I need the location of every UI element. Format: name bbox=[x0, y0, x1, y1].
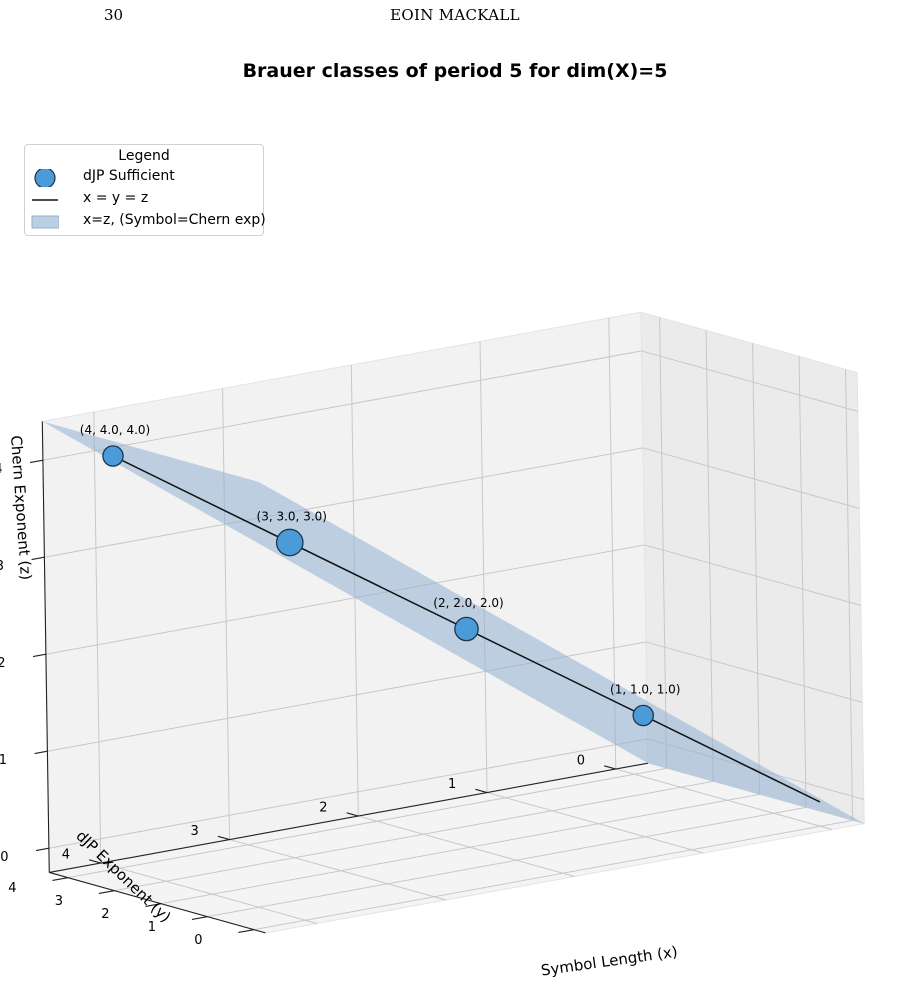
gridline bbox=[642, 447, 860, 509]
legend-entry-plane: x=z, (Symbol=Chern exp) bbox=[25, 210, 266, 232]
x-tick-mark bbox=[475, 788, 488, 794]
gridline bbox=[644, 544, 861, 606]
y-tick-label: 2 bbox=[101, 907, 109, 922]
legend-title: Legend bbox=[118, 148, 170, 164]
gridline bbox=[100, 862, 318, 924]
gridline bbox=[44, 447, 644, 558]
z-tick-label: 3 bbox=[0, 559, 4, 574]
chart-title: Brauer classes of period 5 for dim(X)=5 bbox=[242, 60, 668, 82]
gridline bbox=[659, 317, 668, 769]
legend-entry-points: dJP Sufficient bbox=[25, 166, 263, 188]
y-tick-mark bbox=[98, 890, 115, 895]
tick-labels: 0 0 0 1 1 1 2 2 2 3 3 3 4 4 4 bbox=[0, 462, 585, 948]
gridline bbox=[615, 768, 833, 830]
y-axis-line bbox=[49, 871, 266, 934]
x-tick-mark bbox=[346, 812, 359, 817]
z-tick-mark bbox=[29, 459, 43, 464]
data-point-label: (4, 4.0, 4.0) bbox=[80, 423, 150, 437]
z-tick-label: 4 bbox=[0, 462, 3, 477]
gridline bbox=[705, 330, 714, 782]
y-tick-mark bbox=[238, 929, 254, 934]
x-tick-label: 3 bbox=[191, 824, 199, 839]
y-tick-mark bbox=[145, 903, 161, 908]
gridline bbox=[479, 341, 488, 793]
gridline bbox=[229, 839, 446, 901]
data-point-label: (3, 3.0, 3.0) bbox=[257, 510, 327, 524]
z-tick-mark bbox=[35, 847, 49, 852]
gridline bbox=[114, 780, 714, 892]
x-axis-label: Symbol Length (x) bbox=[540, 943, 679, 980]
data-point-label: (1, 1.0, 1.0) bbox=[610, 683, 680, 697]
y-tick-mark bbox=[52, 877, 68, 882]
gridline bbox=[42, 350, 642, 461]
gridline bbox=[45, 544, 645, 655]
x-tick-mark bbox=[604, 765, 616, 770]
gridline bbox=[486, 792, 704, 854]
axis-lines bbox=[29, 421, 649, 934]
gridline bbox=[641, 350, 858, 412]
data-point bbox=[275, 528, 304, 557]
x-tick-mark bbox=[217, 835, 230, 841]
x-tick-mark bbox=[89, 859, 101, 864]
z-tick-mark bbox=[31, 556, 45, 561]
y-tick-label: 3 bbox=[55, 894, 63, 909]
gridline bbox=[358, 815, 575, 877]
x-axis-line bbox=[49, 762, 649, 873]
running-head: EOIN MACKALL bbox=[390, 6, 520, 24]
data-point bbox=[102, 445, 124, 467]
y-tick-label: 1 bbox=[148, 920, 156, 935]
page-header: 30 EOIN MACKALL bbox=[0, 4, 910, 28]
gridline bbox=[645, 641, 863, 703]
legend-marker-plane bbox=[31, 215, 59, 229]
gridline bbox=[222, 388, 231, 840]
z-tick-label: 2 bbox=[0, 656, 6, 671]
gridline bbox=[48, 738, 648, 849]
legend-entry-plane-label: x=z, (Symbol=Chern exp) bbox=[83, 212, 266, 228]
gridline bbox=[253, 819, 853, 931]
legend-entry-line: x = y = z bbox=[25, 188, 263, 210]
legend-entry-line-label: x = y = z bbox=[83, 190, 149, 206]
page-number: 30 bbox=[104, 6, 124, 24]
x-tick-label: 2 bbox=[319, 800, 327, 815]
gridline bbox=[845, 369, 854, 821]
data-point-label: (2, 2.0, 2.0) bbox=[433, 596, 503, 610]
z-axis-line bbox=[41, 421, 50, 873]
gridline bbox=[798, 356, 807, 808]
gridline bbox=[67, 767, 667, 879]
z-axis-label: Chern Exponent (z) bbox=[7, 435, 35, 581]
data-layer: (1, 1.0, 1.0) (2, 2.0, 2.0) (3, 3.0, 3.0) (… bbox=[42, 421, 865, 824]
x-tick-label: 0 bbox=[577, 753, 585, 768]
z-tick-label: 1 bbox=[0, 753, 7, 768]
x-tick-label: 1 bbox=[448, 777, 456, 792]
y-tick-label: 4 bbox=[8, 881, 16, 896]
y-tick-mark bbox=[191, 916, 208, 921]
y-tick-label: 0 bbox=[194, 933, 202, 948]
gridline bbox=[207, 806, 807, 918]
x-tick-label: 4 bbox=[62, 847, 70, 862]
legend: Legend dJP Sufficient x = y = z x=z, (Sy… bbox=[24, 144, 266, 236]
gridline bbox=[160, 793, 760, 905]
data-point bbox=[632, 704, 655, 727]
z-tick-label: 0 bbox=[0, 850, 8, 865]
data-point bbox=[454, 616, 479, 642]
z-tick-mark bbox=[32, 653, 46, 658]
legend-marker-line bbox=[32, 199, 58, 201]
z-tick-mark bbox=[34, 750, 48, 755]
gridline bbox=[752, 343, 761, 795]
legend-entry-points-label: dJP Sufficient bbox=[83, 168, 175, 184]
legend-marker-circle bbox=[34, 169, 56, 187]
gridline bbox=[93, 411, 102, 864]
